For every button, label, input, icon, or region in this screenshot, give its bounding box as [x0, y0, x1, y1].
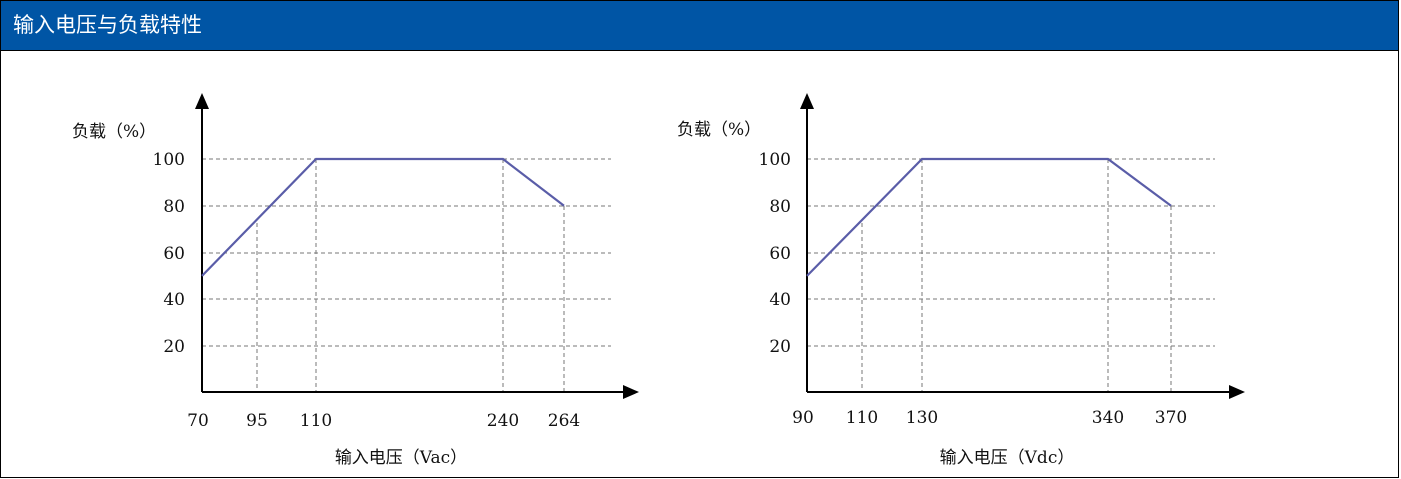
- x-tick-label: 370: [1155, 408, 1187, 428]
- y-axis-label: 负载（%）: [677, 120, 761, 140]
- y-tick-label: 40: [769, 290, 791, 310]
- y-tick-label: 80: [769, 197, 791, 217]
- x-axis-label: 输入电压（Vdc）: [940, 448, 1075, 468]
- x-tick-label: 340: [1092, 408, 1124, 428]
- y-tick-label: 20: [769, 337, 791, 357]
- x-axis-arrow: [1229, 385, 1245, 399]
- y-axis-arrow: [800, 93, 814, 109]
- x-tick-label: 110: [846, 408, 878, 428]
- y-tick-label: 100: [759, 150, 791, 170]
- y-tick-label: 60: [769, 244, 791, 264]
- x-tick-label: 90: [792, 408, 814, 428]
- x-tick-label: 130: [906, 408, 938, 428]
